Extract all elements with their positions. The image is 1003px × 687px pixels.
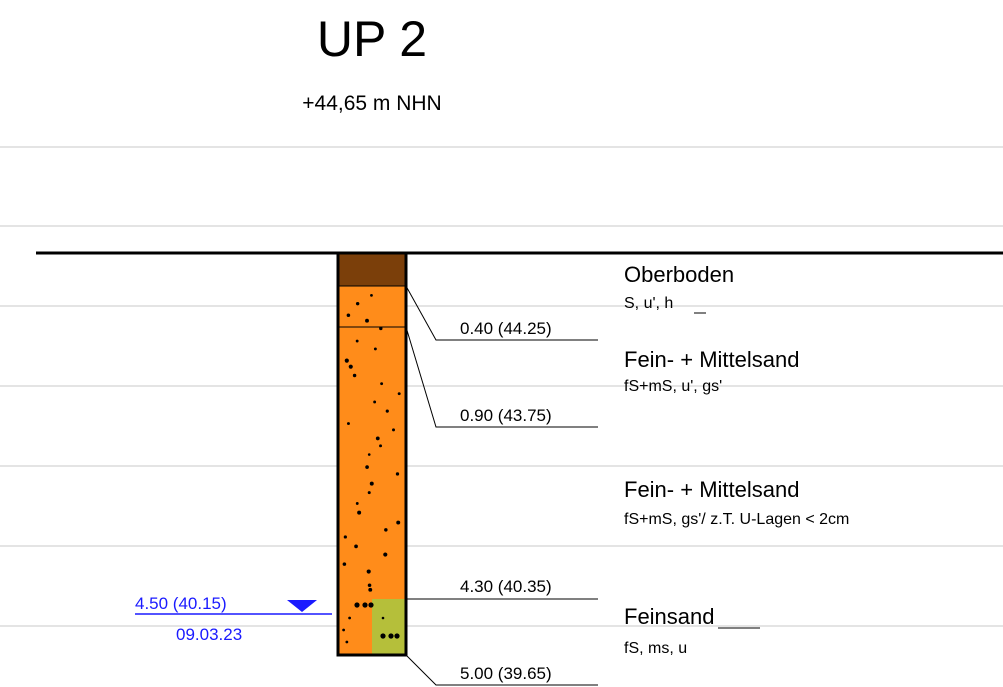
sand-dot <box>383 552 388 557</box>
sand-dot <box>379 326 383 331</box>
sand-dot <box>375 436 380 441</box>
layer-name: Oberboden <box>624 262 734 287</box>
sand-dot <box>392 428 395 432</box>
depth-label: 0.90 (43.75) <box>460 406 552 425</box>
depth-label: 5.00 (39.65) <box>460 664 552 683</box>
sand-dot <box>380 633 386 639</box>
sand-dot <box>362 602 368 608</box>
depth-leader <box>405 285 598 341</box>
water-depth: 4.50 (40.15) <box>135 594 227 613</box>
sand-dot <box>396 520 401 525</box>
sand-dot <box>352 373 357 378</box>
elevation: +44,65 m NHN <box>302 92 441 115</box>
water-symbol <box>287 600 317 612</box>
layer-topsoil <box>338 253 406 286</box>
layer-description: S, u', h <box>624 295 673 312</box>
layer-description: fS+mS, gs'/ z.T. U-Lagen < 2cm <box>624 511 849 528</box>
depth-label: 4.30 (40.35) <box>460 577 552 596</box>
sand-dot <box>367 453 371 456</box>
sand-dot <box>373 400 377 404</box>
sand-dot <box>348 364 353 369</box>
sand-dot <box>355 339 359 343</box>
sand-dot <box>342 628 346 632</box>
sand-dot <box>394 633 400 639</box>
depth-label: 0.40 (44.25) <box>460 319 552 338</box>
sand-dot <box>354 544 358 549</box>
title: UP 2 <box>317 11 427 67</box>
sand-dot <box>379 444 383 448</box>
sand-dot <box>381 616 385 620</box>
sand-dot <box>373 347 377 351</box>
sand-dot <box>388 633 394 639</box>
depth-leader <box>405 654 598 686</box>
sand-dot <box>365 465 369 469</box>
sand-dot <box>380 382 384 386</box>
sand-dot <box>368 602 374 608</box>
grid <box>0 146 1003 627</box>
sand-dot <box>348 616 352 620</box>
sand-dot <box>384 528 388 532</box>
sand-dot <box>368 587 373 592</box>
layer-finesand <box>372 599 406 655</box>
layer-sand-lower <box>338 599 372 655</box>
sand-dot <box>366 569 371 574</box>
sand-dot <box>344 358 349 363</box>
sand-dot <box>355 502 359 505</box>
sand-dot <box>367 491 371 495</box>
layer-name: Fein- + Mittelsand <box>624 477 799 502</box>
sand-dot <box>346 422 350 426</box>
layer-description: fS, ms, u <box>624 640 687 657</box>
sand-dot <box>385 409 389 413</box>
water-date: 09.03.23 <box>176 625 242 644</box>
layer-sand <box>338 286 406 599</box>
sand-dot <box>357 510 362 515</box>
sand-dot <box>397 392 401 396</box>
sand-dot <box>369 481 374 486</box>
layer-name: Fein- + Mittelsand <box>624 347 799 372</box>
sand-dot <box>355 301 360 306</box>
sand-dot <box>342 562 347 566</box>
depth-leader <box>405 326 598 428</box>
sand-dot <box>346 313 351 318</box>
sand-dot <box>395 472 400 476</box>
sand-dot <box>345 640 349 644</box>
sand-dots <box>342 293 401 644</box>
layer-name: Feinsand <box>624 604 715 629</box>
sand-dot <box>365 318 369 323</box>
sand-dot <box>354 602 360 608</box>
sand-dot <box>343 535 347 539</box>
sand-dot <box>370 293 373 297</box>
layer-description: fS+mS, u', gs' <box>624 378 722 395</box>
sand-dot <box>367 583 372 588</box>
